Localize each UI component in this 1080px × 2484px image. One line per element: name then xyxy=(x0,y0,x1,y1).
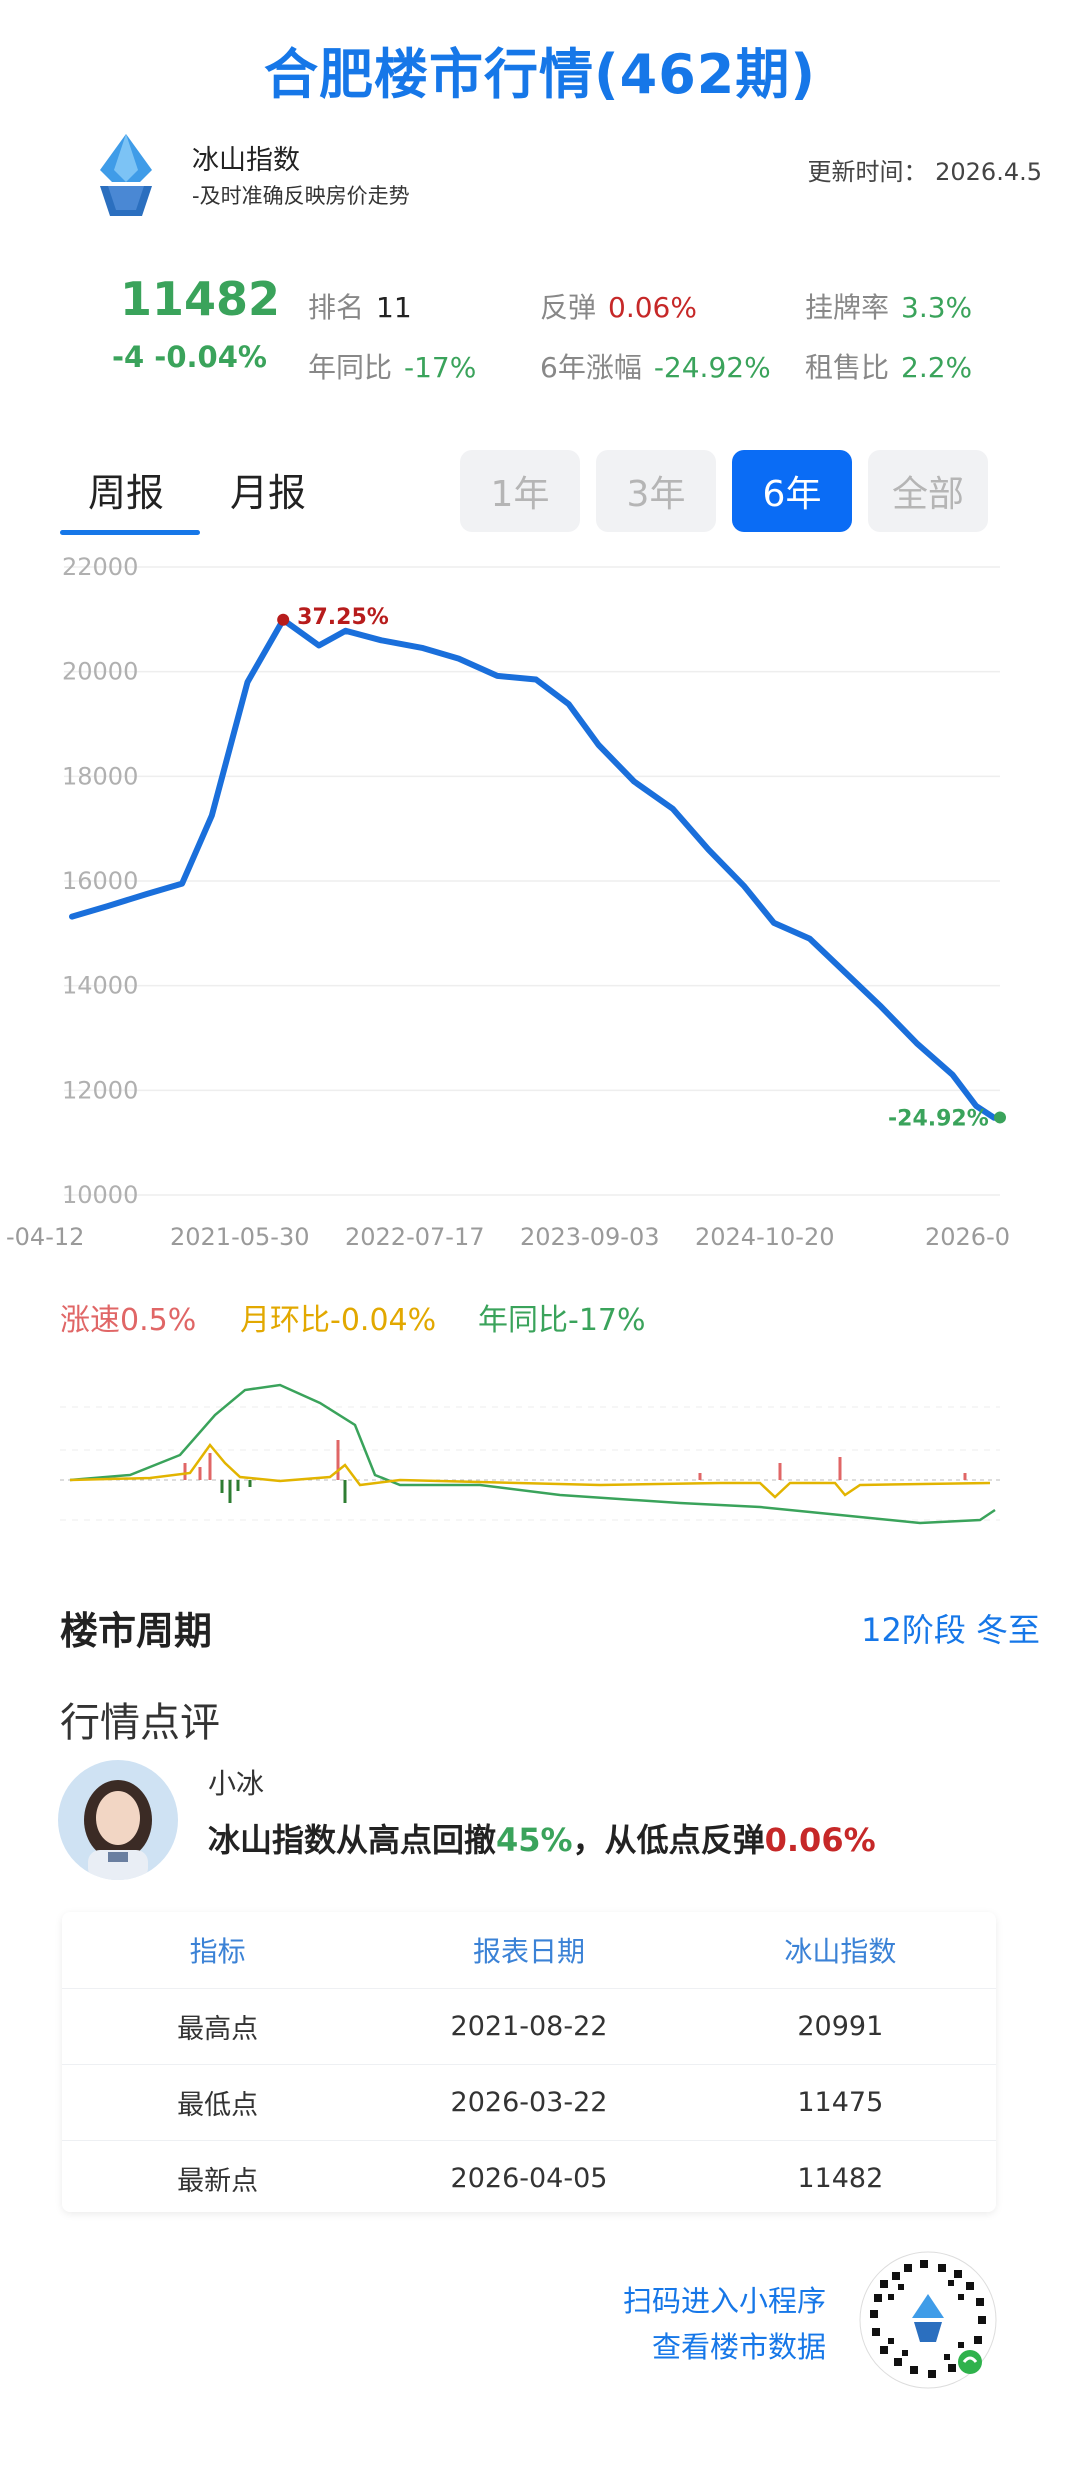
tab-active-indicator xyxy=(60,530,200,535)
speed-bars xyxy=(183,1440,967,1503)
review-comment: 冰山指数从高点回撤45%，从低点反弹0.06% xyxy=(208,1821,876,1859)
y-tick-label: 10000 xyxy=(62,1181,138,1209)
view-data-text[interactable]: 查看楼市数据 xyxy=(651,2330,826,2364)
y-tick-label: 12000 xyxy=(62,1076,138,1104)
scan-to-open-text[interactable]: 扫码进入小程序 xyxy=(622,2284,826,2318)
market-cycle-stage[interactable]: 12阶段 冬至 xyxy=(861,1611,1040,1649)
range-3y-button[interactable]: 3年 xyxy=(596,450,716,532)
brand-slogan: -及时准确反映房价走势 xyxy=(192,184,410,208)
x-tick-label: 2024-10-20 xyxy=(695,1223,834,1251)
y-tick-label: 22000 xyxy=(62,555,138,581)
table-row: 最高点 2021-08-22 20991 xyxy=(62,1988,996,2065)
x-tick-label: 2023-09-03 xyxy=(520,1223,659,1251)
rate-indicators-chart xyxy=(60,1383,1000,1525)
y-tick-label: 18000 xyxy=(62,762,138,790)
legend-yoy: 年同比-17% xyxy=(478,1303,646,1338)
y-tick-label: 16000 xyxy=(62,867,138,895)
range-6y-button[interactable]: 6年 xyxy=(732,450,852,532)
x-tick-label: 2022-07-17 xyxy=(345,1223,484,1251)
index-series-line xyxy=(69,616,1003,1121)
price-index-line-chart: 22000 20000 18000 16000 14000 12000 10000 -04-1… xyxy=(6,555,1010,1251)
rank-stat: 排名 11 xyxy=(308,291,412,324)
page-title: 合肥楼市行情(462期) xyxy=(263,43,817,106)
mini-program-qr-icon[interactable] xyxy=(858,2250,998,2390)
y-tick-label: 20000 xyxy=(62,658,138,686)
iceberg-logo-icon xyxy=(100,134,152,216)
yoy-curve xyxy=(69,1383,996,1525)
table-row: 最低点 2026-03-22 11475 xyxy=(62,2064,996,2141)
range-all-button[interactable]: 全部 xyxy=(868,450,988,532)
avatar xyxy=(58,1760,178,1880)
x-tick-label: 2021-05-30 xyxy=(170,1223,309,1251)
latest-point xyxy=(994,1111,1006,1124)
current-index-value: 11482 xyxy=(120,272,281,326)
update-time: 更新时间： 2026.4.5 xyxy=(807,158,1042,186)
range-1y-button[interactable]: 1年 xyxy=(460,450,580,532)
latest-label: -24.92% xyxy=(888,1106,989,1131)
rent-sale-stat: 租售比 2.2% xyxy=(805,351,973,384)
index-stats-table: 指标 报表日期 冰山指数 最高点 2021-08-22 20991 最低点 20… xyxy=(62,1912,996,2212)
brand-name: 冰山指数 xyxy=(192,145,300,176)
commenter-name: 小冰 xyxy=(208,1767,265,1800)
tab-monthly[interactable]: 月报 xyxy=(230,471,307,515)
peak-label: 37.25% xyxy=(297,605,389,630)
legend-speed: 涨速0.5% xyxy=(60,1303,197,1338)
six-year-stat: 6年涨幅 -24.92% xyxy=(540,351,771,384)
yoy-stat: 年同比 -17% xyxy=(308,351,477,384)
table-row: 最新点 2026-04-05 11482 xyxy=(177,2162,884,2197)
mom-curve xyxy=(69,1442,991,1499)
rebound-stat: 反弹 0.06% xyxy=(540,291,697,324)
review-title: 行情点评 xyxy=(60,1700,220,1746)
index-change: -4 -0.04% xyxy=(112,340,267,374)
legend-mom: 月环比-0.04% xyxy=(240,1303,437,1338)
x-tick-label: -04-12 xyxy=(6,1223,84,1251)
market-cycle-title: 楼市周期 xyxy=(60,1609,213,1653)
y-tick-label: 14000 xyxy=(62,972,138,1000)
listing-rate-stat: 挂牌率 3.3% xyxy=(805,291,973,324)
tab-weekly[interactable]: 周报 xyxy=(88,471,165,515)
peak-point xyxy=(277,613,290,626)
x-tick-label: 2026-0 xyxy=(925,1223,1010,1251)
table-header: 指标 报表日期 冰山指数 xyxy=(62,1912,996,1989)
